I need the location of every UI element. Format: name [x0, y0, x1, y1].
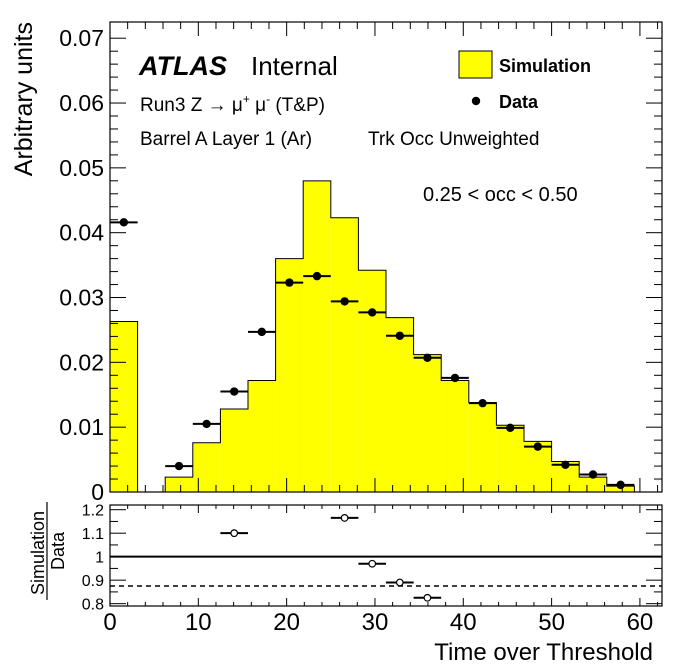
data-point: [533, 442, 542, 451]
legend-data-label: Data: [499, 92, 539, 112]
y-tick-label: 0: [91, 479, 104, 505]
data-point: [478, 398, 487, 408]
ratio-point: [395, 578, 404, 587]
legend-simulation-label: Simulation: [499, 56, 591, 76]
simulation-bar: [441, 380, 469, 492]
process-label-sup2: -: [266, 92, 270, 106]
y-tick-label: 0.04: [59, 220, 104, 246]
internal-label: Internal: [251, 51, 338, 81]
simulation-bar: [468, 402, 497, 492]
data-points: [110, 218, 635, 490]
simulation-bar: [358, 270, 386, 492]
x-tick-label: 50: [538, 609, 565, 636]
ratio-label-denominator: Data: [48, 531, 68, 570]
simulation-bar: [303, 180, 331, 493]
process-label-prefix: Run3 Z → μ: [140, 95, 243, 116]
simulation-histogram: [109, 180, 662, 493]
data-point: [423, 353, 432, 363]
ratio-point: [340, 514, 349, 522]
simulation-bar: [275, 258, 304, 492]
ratio-tick-label: 1.2: [82, 503, 104, 520]
simulation-bar: [496, 425, 524, 492]
main-frame: [109, 21, 663, 493]
simulation-bar: [248, 380, 276, 492]
x-tick-label: 30: [362, 609, 389, 636]
data-point: [230, 387, 239, 396]
ratio-point: [230, 529, 239, 538]
y-tick-label: 0.05: [59, 155, 104, 181]
data-point: [312, 271, 322, 281]
region-label: Barrel A Layer 1 (Ar): [140, 129, 312, 150]
x-tick-label: 0: [103, 609, 116, 636]
simulation-bar: [110, 321, 138, 492]
ratio-tick-label: 0.8: [82, 597, 104, 614]
simulation-bar: [165, 477, 193, 492]
data-point: [119, 218, 128, 227]
weighting-label: Trk Occ Unweighted: [368, 129, 539, 150]
process-label-mid: μ: [250, 95, 266, 116]
x-axis-title: Time over Threshold: [434, 639, 653, 666]
data-point: [561, 460, 570, 469]
data-point: [174, 461, 184, 471]
legend: Simulation Data: [458, 50, 591, 112]
ratio-point: [368, 559, 377, 568]
y-tick-label: 0.06: [59, 90, 104, 116]
ratio-point: [423, 593, 432, 602]
ratio-points: [220, 514, 442, 602]
simulation-bar: [606, 486, 635, 492]
axes: 0 10 20 30 40 50 60 0 0.01 0.02 0.03 0.04 0.05 0.06 0.…: [59, 21, 663, 636]
y-tick-label: 0.01: [59, 414, 104, 440]
ratio-tick-label: 0.9: [82, 573, 104, 590]
atlas-label: ATLAS: [138, 51, 227, 81]
simulation-bar: [579, 477, 607, 492]
simulation-bar: [220, 409, 248, 492]
data-point: [588, 470, 598, 479]
y-tick-label: 0.07: [59, 25, 104, 51]
y-axis-title: Arbitrary units: [10, 22, 38, 176]
ratio-tick-label: 1.1: [82, 526, 104, 543]
ratio-label-numerator: Simulation: [28, 511, 48, 595]
data-point: [450, 373, 460, 383]
simulation-bar: [330, 217, 359, 493]
data-point: [395, 331, 404, 340]
process-label-suffix: (T&P): [270, 95, 325, 116]
simulation-outline: [109, 180, 662, 493]
process-label-sup1: +: [243, 92, 250, 106]
data-point: [368, 308, 377, 317]
data-point: [285, 278, 294, 287]
simulation-bar: [192, 442, 221, 492]
ratio-reference-lines: [110, 555, 662, 587]
x-tick-label: 20: [273, 609, 300, 636]
data-point: [257, 327, 266, 337]
data-point: [616, 480, 625, 490]
x-tick-label: 10: [185, 609, 212, 636]
legend-data-marker: [471, 96, 481, 106]
x-tick-label: 40: [450, 609, 477, 636]
y-tick-label: 0.02: [59, 349, 104, 375]
simulation-bar: [386, 317, 414, 492]
ratio-tick-label: 1: [95, 550, 104, 567]
data-point: [506, 423, 515, 433]
process-label: Run3 Z → μ+ μ- (T&P): [140, 92, 325, 116]
data-point: [340, 297, 349, 306]
y-tick-label: 0.03: [59, 285, 104, 311]
legend-simulation-swatch: [458, 50, 493, 79]
x-tick-label: 60: [627, 609, 654, 636]
simulation-bar: [413, 354, 442, 492]
data-point: [202, 419, 211, 429]
occupancy-range-label: 0.25 < occ < 0.50: [423, 184, 578, 206]
ratio-frame: [109, 504, 663, 607]
